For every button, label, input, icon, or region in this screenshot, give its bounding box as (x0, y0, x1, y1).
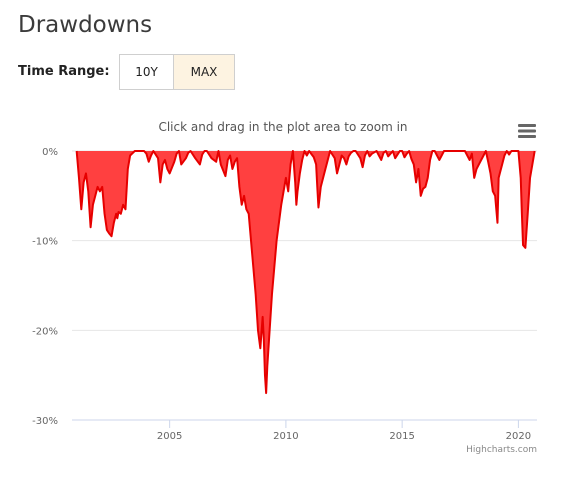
page-title: Drawdowns (18, 12, 153, 38)
drawdown-line-series (75, 150, 536, 395)
chart-svg[interactable]: Click and drag in the plot area to zoom … (0, 108, 566, 462)
time-range-selector: 10Y MAX (119, 54, 235, 90)
y-tick-label: -20% (32, 326, 58, 337)
x-tick-label: 2005 (157, 431, 182, 442)
time-range-label: Time Range: (18, 64, 110, 79)
chart-subtitle: Click and drag in the plot area to zoom … (158, 120, 407, 134)
y-tick-label: -10% (32, 237, 58, 248)
range-max-button[interactable]: MAX (174, 54, 235, 90)
y-axis-labels: 0% -10% -20% -30% (32, 147, 58, 427)
x-axis-ticks (169, 420, 519, 428)
chart-credits[interactable]: Highcharts.com (466, 445, 537, 455)
drawdown-chart[interactable]: Click and drag in the plot area to zoom … (0, 108, 566, 462)
x-tick-label: 2010 (273, 431, 298, 442)
x-axis-labels: 2005 2010 2015 2020 (157, 431, 531, 442)
y-tick-label: 0% (42, 147, 58, 158)
hamburger-menu-icon[interactable] (518, 124, 536, 138)
range-10y-button[interactable]: 10Y (119, 54, 174, 90)
y-tick-label: -30% (32, 416, 58, 427)
drawdown-area-series[interactable] (76, 151, 535, 394)
x-tick-label: 2020 (506, 431, 531, 442)
x-tick-label: 2015 (389, 431, 414, 442)
grid-lines (72, 150, 537, 421)
